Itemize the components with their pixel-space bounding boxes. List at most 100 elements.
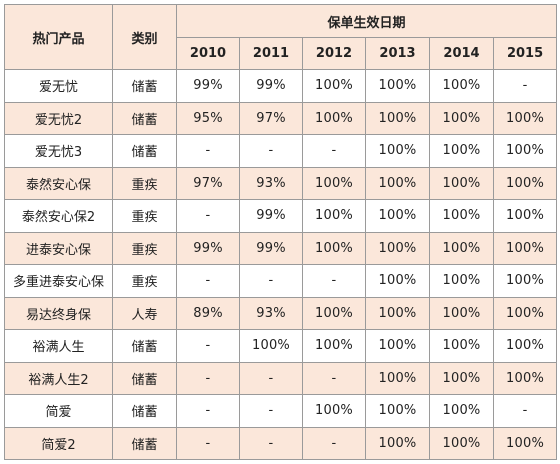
rate-cell-2011: 97% bbox=[239, 101, 303, 135]
table-row: 爱无忧3 储蓄 - - -100% 100% 100% bbox=[4, 134, 558, 168]
table-row: 简爱 储蓄 - -100% 100% 100% - bbox=[4, 394, 558, 428]
rate-cell-2015: 100% bbox=[492, 199, 558, 233]
category-cell: 储蓄 bbox=[112, 134, 177, 168]
header-year-2015: 2015 bbox=[492, 37, 558, 70]
rate-cell-2013: 100% bbox=[365, 101, 430, 135]
rate-cell-2014: 100% bbox=[429, 394, 494, 428]
rate-cell-2013: 100% bbox=[365, 231, 430, 265]
rate-cell-2015: 100% bbox=[492, 361, 558, 395]
rate-cell-2010: 89% bbox=[176, 296, 240, 330]
rate-cell-2012: 100% bbox=[302, 231, 366, 265]
header-year-2010: 2010 bbox=[176, 37, 240, 70]
category-cell: 储蓄 bbox=[112, 69, 177, 103]
rate-cell-2015: 100% bbox=[492, 329, 558, 363]
rate-cell-2012: 100% bbox=[302, 199, 366, 233]
category-cell: 储蓄 bbox=[112, 329, 177, 363]
rate-cell-2012: 100% bbox=[302, 69, 366, 103]
table-row: 多重进泰安心保 重疾 - - -100% 100% 100% bbox=[4, 264, 558, 298]
rate-cell-2015: 100% bbox=[492, 134, 558, 168]
category-cell: 储蓄 bbox=[112, 101, 177, 135]
table-row: 易达终身保 人寿 89% 93% 100% 100% 100% 100% bbox=[4, 296, 558, 330]
category-cell: 储蓄 bbox=[112, 361, 177, 395]
table-row: 进泰安心保 重疾 99% 99% 100% 100% 100% 100% bbox=[4, 231, 558, 265]
rate-cell-2012: 100% bbox=[302, 166, 366, 200]
header-year-2012: 2012 bbox=[302, 37, 366, 70]
rate-cell-2013: 100% bbox=[365, 361, 430, 395]
rate-cell-2010: - bbox=[176, 329, 240, 363]
rate-cell-2013: 100% bbox=[365, 296, 430, 330]
rate-cell-2011: - bbox=[239, 394, 303, 428]
product-name-cell: 易达终身保 bbox=[4, 296, 113, 330]
product-name-cell: 泰然安心保2 bbox=[4, 199, 113, 233]
rate-cell-2011: - bbox=[239, 426, 303, 460]
table-row: 裕满人生2 储蓄 - - -100% 100% 100% bbox=[4, 361, 558, 395]
category-cell: 人寿 bbox=[112, 296, 177, 330]
rate-cell-2011: - bbox=[239, 134, 303, 168]
rate-cell-2015: 100% bbox=[492, 101, 558, 135]
rate-cell-2011: - bbox=[239, 361, 303, 395]
rate-cell-2010: 95% bbox=[176, 101, 240, 135]
product-name-cell: 简爱 bbox=[4, 394, 113, 428]
rate-cell-2014: 100% bbox=[429, 69, 494, 103]
rate-cell-2011: 99% bbox=[239, 231, 303, 265]
header-category: 类别 bbox=[112, 4, 177, 70]
rate-cell-2015: - bbox=[492, 69, 558, 103]
rate-cell-2011: 100% bbox=[239, 329, 303, 363]
rate-cell-2010: 99% bbox=[176, 69, 240, 103]
table-row: 爱无忧2 储蓄 95% 97% 100% 100% 100% 100% bbox=[4, 101, 558, 135]
rate-cell-2014: 100% bbox=[429, 264, 494, 298]
table-row: 泰然安心保2 重疾 -99% 100% 100% 100% 100% bbox=[4, 199, 558, 233]
header-year-2011: 2011 bbox=[239, 37, 303, 70]
rate-cell-2014: 100% bbox=[429, 166, 494, 200]
rate-cell-2010: - bbox=[176, 199, 240, 233]
rate-cell-2012: - bbox=[302, 134, 366, 168]
product-name-cell: 爱无忧3 bbox=[4, 134, 113, 168]
rate-cell-2010: 97% bbox=[176, 166, 240, 200]
rate-cell-2012: 100% bbox=[302, 329, 366, 363]
product-name-cell: 爱无忧 bbox=[4, 69, 113, 103]
rate-cell-2012: - bbox=[302, 361, 366, 395]
product-name-cell: 爱无忧2 bbox=[4, 101, 113, 135]
rate-cell-2012: 100% bbox=[302, 394, 366, 428]
rate-cell-2013: 100% bbox=[365, 426, 430, 460]
rate-cell-2014: 100% bbox=[429, 199, 494, 233]
product-name-cell: 多重进泰安心保 bbox=[4, 264, 113, 298]
header-product: 热门产品 bbox=[4, 4, 113, 70]
rate-cell-2014: 100% bbox=[429, 361, 494, 395]
category-cell: 重疾 bbox=[112, 264, 177, 298]
rate-cell-2014: 100% bbox=[429, 329, 494, 363]
rate-cell-2013: 100% bbox=[365, 394, 430, 428]
category-cell: 重疾 bbox=[112, 231, 177, 265]
header-effective-date: 保单生效日期 bbox=[175, 4, 558, 38]
product-name-cell: 简爱2 bbox=[4, 426, 113, 460]
table-row: 泰然安心保 重疾 97% 93% 100% 100% 100% 100% bbox=[4, 166, 558, 200]
rate-cell-2015: 100% bbox=[492, 426, 558, 460]
table-row: 简爱2 储蓄 - - -100% 100% 100% bbox=[4, 426, 558, 460]
rate-cell-2012: 100% bbox=[302, 101, 366, 135]
rate-cell-2015: - bbox=[492, 394, 558, 428]
rate-cell-2013: 100% bbox=[365, 166, 430, 200]
rate-cell-2012: - bbox=[302, 264, 366, 298]
rate-cell-2010: - bbox=[176, 426, 240, 460]
rate-cell-2014: 100% bbox=[429, 101, 494, 135]
rate-cell-2010: - bbox=[176, 394, 240, 428]
rate-cell-2014: 100% bbox=[429, 296, 494, 330]
rate-cell-2014: 100% bbox=[429, 231, 494, 265]
category-cell: 储蓄 bbox=[112, 426, 177, 460]
category-cell: 重疾 bbox=[112, 166, 177, 200]
product-name-cell: 裕满人生 bbox=[4, 329, 113, 363]
rate-cell-2013: 100% bbox=[365, 134, 430, 168]
rate-cell-2011: 93% bbox=[239, 296, 303, 330]
rate-cell-2012: - bbox=[302, 426, 366, 460]
rate-cell-2013: 100% bbox=[365, 199, 430, 233]
rate-cell-2010: - bbox=[176, 134, 240, 168]
rate-cell-2011: 99% bbox=[239, 199, 303, 233]
rate-cell-2010: 99% bbox=[176, 231, 240, 265]
product-name-cell: 泰然安心保 bbox=[4, 166, 113, 200]
rate-cell-2011: - bbox=[239, 264, 303, 298]
rate-cell-2013: 100% bbox=[365, 329, 430, 363]
rate-cell-2015: 100% bbox=[492, 296, 558, 330]
rate-cell-2015: 100% bbox=[492, 264, 558, 298]
rate-cell-2012: 100% bbox=[302, 296, 366, 330]
rate-cell-2013: 100% bbox=[365, 264, 430, 298]
